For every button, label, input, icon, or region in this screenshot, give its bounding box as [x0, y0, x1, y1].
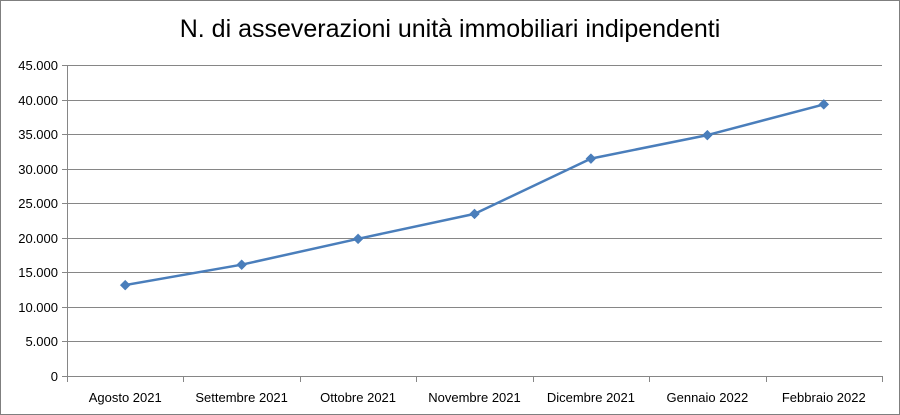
x-tick-label: Gennaio 2022	[667, 390, 749, 405]
y-tick-label: 20.000	[18, 231, 58, 246]
data-point-marker	[236, 259, 247, 271]
y-tick-label: 30.000	[18, 162, 58, 177]
y-tick-label: 10.000	[18, 300, 58, 315]
y-tick-label: 25.000	[18, 196, 58, 211]
data-point-marker	[352, 233, 364, 245]
x-tick-label: Agosto 2021	[89, 390, 162, 405]
data-point-marker	[585, 153, 597, 164]
x-tick-label: Ottobre 2021	[320, 390, 396, 405]
data-point-marker	[119, 279, 131, 291]
series-line	[124, 103, 825, 287]
x-tick-label: Settembre 2021	[195, 390, 288, 405]
data-point-marker	[469, 208, 480, 220]
y-tick-label: 15.000	[18, 265, 58, 280]
y-tick-label: 40.000	[18, 93, 58, 108]
y-tick-label: 45.000	[18, 58, 58, 73]
x-tick-label: Febbraio 2022	[782, 390, 866, 405]
y-tick-label: 0	[51, 369, 58, 384]
x-tick-label: Dicembre 2021	[547, 390, 635, 405]
y-tick-label: 5.000	[25, 334, 58, 349]
y-tick-label: 35.000	[18, 127, 58, 142]
chart-title: N. di asseverazioni unità immobiliari in…	[179, 15, 721, 43]
data-point-marker	[818, 99, 830, 110]
x-tick-label: Novembre 2021	[428, 390, 521, 405]
data-point-marker	[702, 129, 713, 141]
